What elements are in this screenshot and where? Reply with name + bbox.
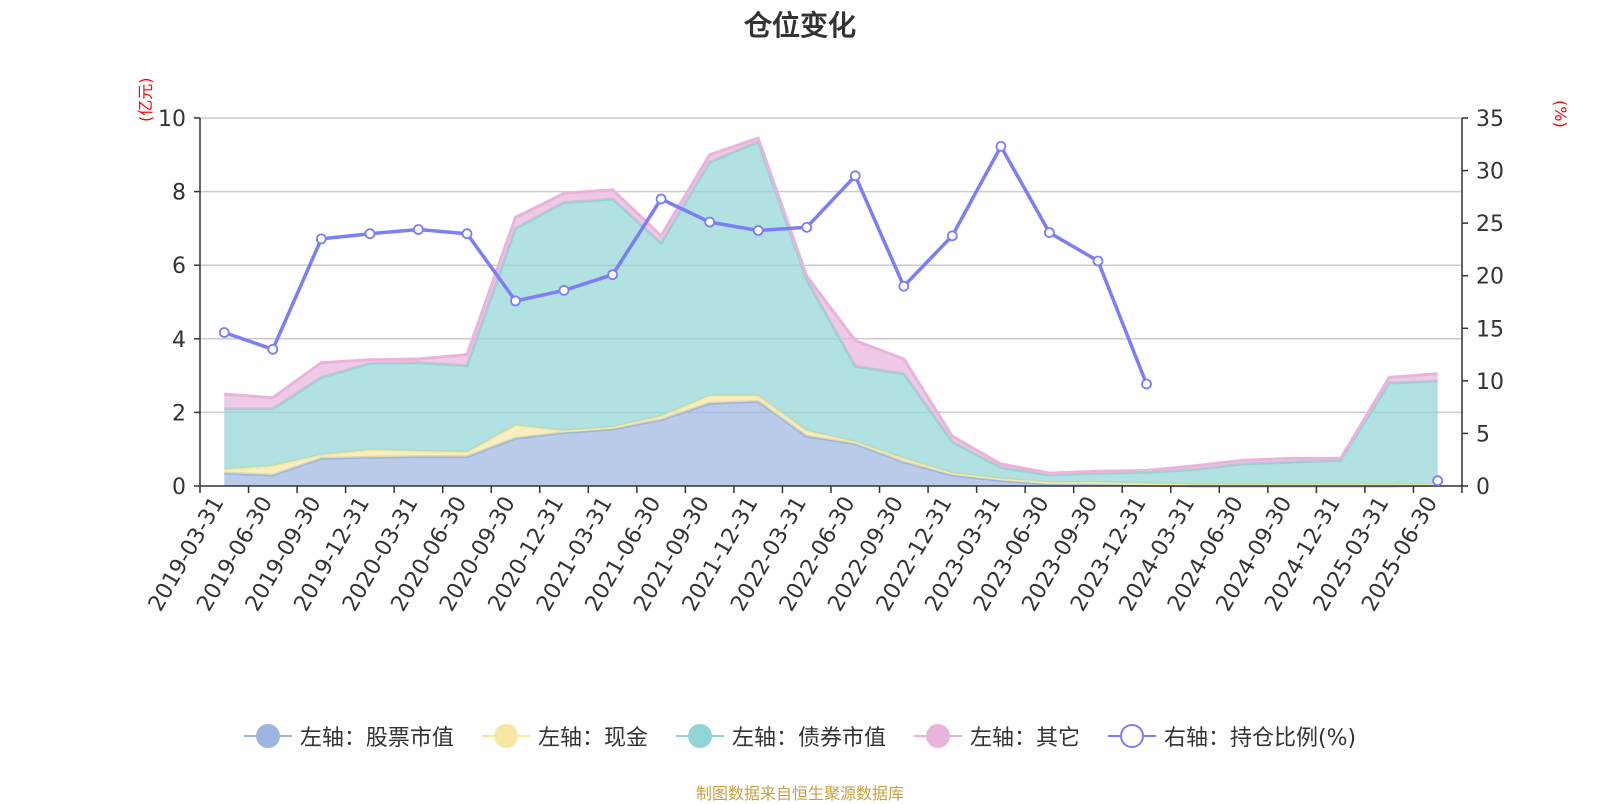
legend-swatch-cash-icon [481,722,530,750]
area-series-2 [224,141,1438,485]
ratio-point [364,228,376,240]
ratio-point [752,225,764,236]
chart-legend: 左轴：股票市值 左轴：现金 左轴：债券市值 左轴：其它 右轴：持仓比例(%) [0,720,1600,752]
legend-swatch-stock-icon [243,722,292,750]
area-series-edge-3 [224,136,1438,475]
left-tick-label: 2 [172,401,186,426]
right-tick-label: 30 [1476,160,1504,185]
ratio-point [704,216,716,228]
right-tick-label: 25 [1476,212,1504,237]
legend-item-ratio[interactable]: 右轴：持仓比例(%) [1107,720,1357,752]
legend-label-other: 左轴：其它 [969,726,1080,751]
ratio-point [1141,378,1152,390]
legend-swatch-ratio-icon [1107,722,1156,750]
left-tick-label: 10 [158,107,186,132]
area-series-0 [224,401,1438,486]
left-tick-label: 4 [172,328,186,353]
ratio-point [1092,255,1104,267]
ratio-point [1432,475,1444,487]
left-tick-label: 6 [172,254,186,279]
right-tick-label: 5 [1476,422,1490,447]
right-tick-label: 35 [1476,107,1504,132]
ratio-point [510,295,521,307]
ratio-point [655,193,667,205]
ratio-point [315,233,327,245]
ratio-point [267,343,279,355]
right-axis-unit: (%) [1551,100,1570,128]
left-tick-label: 0 [172,475,186,500]
legend-swatch-bond-icon [675,722,724,750]
ratio-point [461,228,473,240]
ratio-point [1044,227,1055,239]
right-tick-label: 20 [1476,265,1504,290]
ratio-point [607,269,618,281]
ratio-point [412,224,424,235]
legend-label-ratio: 右轴：持仓比例(%) [1163,726,1357,751]
legend-item-other[interactable]: 左轴：其它 [913,720,1080,752]
ratio-point [849,170,861,182]
legend-label-bond: 左轴：债券市值 [731,726,886,751]
chart-title: 仓位变化 [743,9,856,42]
source-note: 制图数据来自恒生聚源数据库 [695,784,904,803]
legend-item-stock[interactable]: 左轴：股票市值 [243,720,454,752]
right-tick-label: 10 [1476,370,1504,395]
ratio-point [898,280,910,292]
left-tick-label: 8 [172,181,186,206]
legend-swatch-other-icon [913,722,962,750]
legend-label-stock: 左轴：股票市值 [299,726,454,751]
ratio-point [801,221,813,233]
left-axis-unit: (亿元) [136,77,155,123]
legend-label-cash: 左轴：现金 [537,726,648,751]
right-tick-label: 0 [1476,475,1490,500]
ratio-point [558,284,570,296]
right-tick-label: 15 [1476,317,1504,342]
ratio-point [995,140,1007,152]
legend-item-bond[interactable]: 左轴：债券市值 [675,720,886,752]
ratio-point [946,230,958,242]
ratio-point [218,327,230,338]
legend-item-cash[interactable]: 左轴：现金 [481,720,648,752]
